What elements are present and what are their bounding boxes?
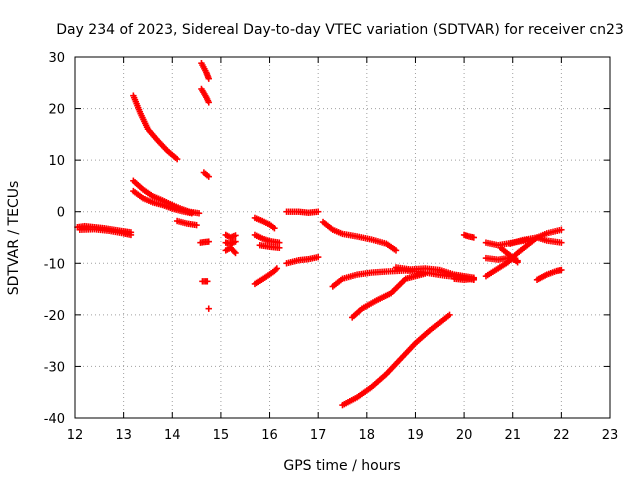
x-tick-label: 15 — [213, 428, 230, 443]
data-point-s14-7 — [232, 249, 239, 257]
data-point-s11-3 — [204, 278, 211, 285]
data-point-s27-10 — [470, 275, 478, 282]
data-point-s12-0 — [205, 305, 212, 312]
data-point-s25-67 — [446, 311, 453, 319]
y-tick-label: 10 — [48, 154, 65, 169]
data-point-s15-6 — [232, 238, 239, 245]
y-axis-label: SDTVAR / TECUs — [6, 181, 22, 296]
data-point-s2-25 — [127, 231, 135, 239]
x-tick-label: 17 — [310, 428, 327, 443]
y-tick-label: -20 — [44, 309, 65, 324]
data-point-s21-16 — [314, 253, 322, 261]
x-tick-label: 18 — [359, 428, 376, 443]
data-point-s14-6 — [231, 248, 238, 255]
x-axis-label: GPS time / hours — [283, 458, 400, 474]
plot-frame — [74, 56, 611, 419]
x-tick-label: 19 — [407, 428, 424, 443]
data-point-s9-3 — [205, 173, 212, 180]
data-point-s22-38 — [392, 247, 400, 254]
y-tick-label: -30 — [44, 360, 65, 375]
data-point-s32-11 — [514, 259, 521, 266]
data-point-s19-14 — [273, 265, 281, 272]
data-point-s33-25 — [558, 239, 565, 246]
data-point-s31-44 — [558, 226, 565, 233]
data-point-s6-10 — [193, 221, 200, 229]
data-point-s10-5 — [205, 238, 212, 245]
data-point-s7-9 — [205, 75, 212, 82]
data-point-s20-16 — [314, 208, 322, 215]
y-tick-label: 20 — [48, 103, 65, 118]
chart-title: Day 234 of 2023, Sidereal Day-to-day VTE… — [56, 22, 624, 38]
y-tick-label: -40 — [44, 412, 65, 427]
data-point-s18-10 — [276, 244, 283, 252]
y-tick-label: -10 — [44, 257, 65, 272]
y-tick-label: 0 — [57, 206, 65, 221]
data-point-s16-11 — [271, 225, 278, 232]
data-markers — [74, 59, 565, 409]
data-point-s34-14 — [558, 266, 565, 274]
x-tick-label: 12 — [67, 428, 84, 443]
y-tick-label: 30 — [48, 51, 65, 66]
data-point-s8-8 — [205, 99, 212, 106]
x-axis-ticks: 12 13 14 15 16 17 18 19 20 21 22 23 — [67, 57, 619, 443]
x-tick-label: 23 — [602, 428, 619, 443]
data-point-s13-6 — [232, 232, 239, 239]
x-tick-label: 14 — [164, 428, 181, 443]
data-point-s3-37 — [173, 155, 181, 163]
data-point-s19-13 — [272, 266, 279, 273]
x-tick-label: 20 — [456, 428, 473, 443]
x-tick-label: 21 — [504, 428, 521, 443]
x-tick-label: 13 — [115, 428, 132, 443]
x-tick-label: 16 — [261, 428, 278, 443]
data-point-s5-31 — [188, 210, 195, 217]
y-axis-ticks: -40 -30 -20 -10 0 10 20 30 — [44, 51, 610, 427]
data-point-s4-36 — [195, 210, 203, 217]
x-tick-label: 22 — [553, 428, 570, 443]
data-point-s28-6 — [470, 234, 478, 241]
